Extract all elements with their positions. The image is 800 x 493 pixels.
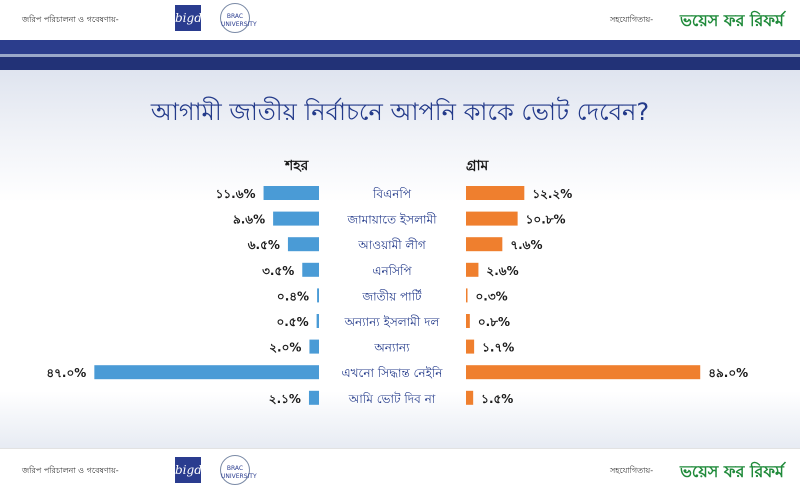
research-sponsor-text: জরিপ পরিচালনা ও গবেষণায়- <box>22 466 119 475</box>
category-label: অন্যান্য <box>373 341 410 355</box>
header-stripe <box>0 40 800 54</box>
header-stripe-divider <box>0 54 800 57</box>
category-label: এখনো সিদ্ধান্ত নেইনি <box>342 366 444 380</box>
partner-sponsor-text: সহযোগিতায়- <box>610 15 654 24</box>
rural-bar <box>466 237 503 252</box>
voice-for-reform-logo: ভয়েস ফর রিফর্ম <box>680 462 784 481</box>
bigd-logo: bigd <box>175 457 202 483</box>
urban-bar <box>94 365 319 380</box>
rural-bar <box>466 211 518 226</box>
category-label: আওয়ামী লীগ <box>357 238 427 252</box>
rural-bar <box>466 262 479 277</box>
chart-title: আগামী জাতীয় নির্বাচনে আপনি কাকে ভোট দেব… <box>150 98 650 126</box>
category-label: এনসিপি <box>372 264 412 278</box>
urban-value-label: ০.৫% <box>276 315 308 329</box>
urban-bar <box>263 186 319 200</box>
urban-value-label: ৩.৫% <box>262 264 294 278</box>
urban-value-label: ৯.৬% <box>233 213 265 227</box>
rural-value-label: ১০.৮% <box>526 213 566 227</box>
category-label: বিএনপি <box>372 187 412 201</box>
urban-column-header: শহর <box>285 158 309 174</box>
rural-column-header: গ্রাম <box>466 158 489 174</box>
urban-bar <box>316 314 319 328</box>
category-label: আমি ভোট দিব না <box>348 392 436 406</box>
rural-value-label: ০.৮% <box>478 315 510 329</box>
urban-bar <box>308 390 319 405</box>
header-bar: জরিপ পরিচালনা ও গবেষণায়- bigd BRAC UNIV… <box>0 0 800 40</box>
bigd-logo: bigd <box>175 5 202 31</box>
chart-panel <box>0 70 800 448</box>
rural-value-label: ৭.৬% <box>510 238 542 252</box>
urban-value-label: ৪৭.০% <box>46 366 86 380</box>
rural-bar <box>466 288 468 303</box>
urban-value-label: ১১.৬% <box>216 187 256 201</box>
rural-value-label: ১২.২% <box>532 187 572 201</box>
header-stripe-lower <box>0 57 800 70</box>
urban-bar <box>273 211 319 226</box>
rural-bar <box>466 339 475 354</box>
footer-bar: জরিপ পরিচালনা ও গবেষণায়- bigd BRAC UNIV… <box>0 448 800 493</box>
category-label: জামায়াতে ইসলামী <box>346 213 437 227</box>
urban-bar <box>309 339 319 354</box>
urban-value-label: ২.০% <box>269 341 301 355</box>
brac-university-logo: BRAC UNIVERSITY <box>220 455 257 485</box>
urban-value-label: ০.৪% <box>277 289 309 303</box>
rural-bar <box>466 314 470 328</box>
urban-value-label: ৬.৫% <box>248 238 280 252</box>
partner-sponsor-text: সহযোগিতায়- <box>610 466 654 475</box>
rural-value-label: ০.৩% <box>476 289 508 303</box>
category-label: জাতীয় পার্টি <box>361 289 422 303</box>
rural-value-label: ৪৯.০% <box>708 366 748 380</box>
research-sponsor-text: জরিপ পরিচালনা ও গবেষণায়- <box>22 15 119 24</box>
rural-bar <box>466 365 701 380</box>
brac-university-logo: BRAC UNIVERSITY <box>220 3 257 33</box>
urban-bar <box>287 237 319 252</box>
urban-bar <box>302 262 319 277</box>
rural-value-label: ১.৭% <box>482 341 514 355</box>
rural-bar <box>466 390 474 405</box>
rural-bar <box>466 186 525 200</box>
urban-bar <box>317 288 319 303</box>
rural-value-label: ১.৫% <box>481 392 513 406</box>
category-label: অন্যান্য ইসলামী দল <box>344 315 441 329</box>
voice-for-reform-logo: ভয়েস ফর রিফর্ম <box>680 11 784 30</box>
urban-value-label: ২.১% <box>269 392 301 406</box>
rural-value-label: ২.৬% <box>486 264 518 278</box>
